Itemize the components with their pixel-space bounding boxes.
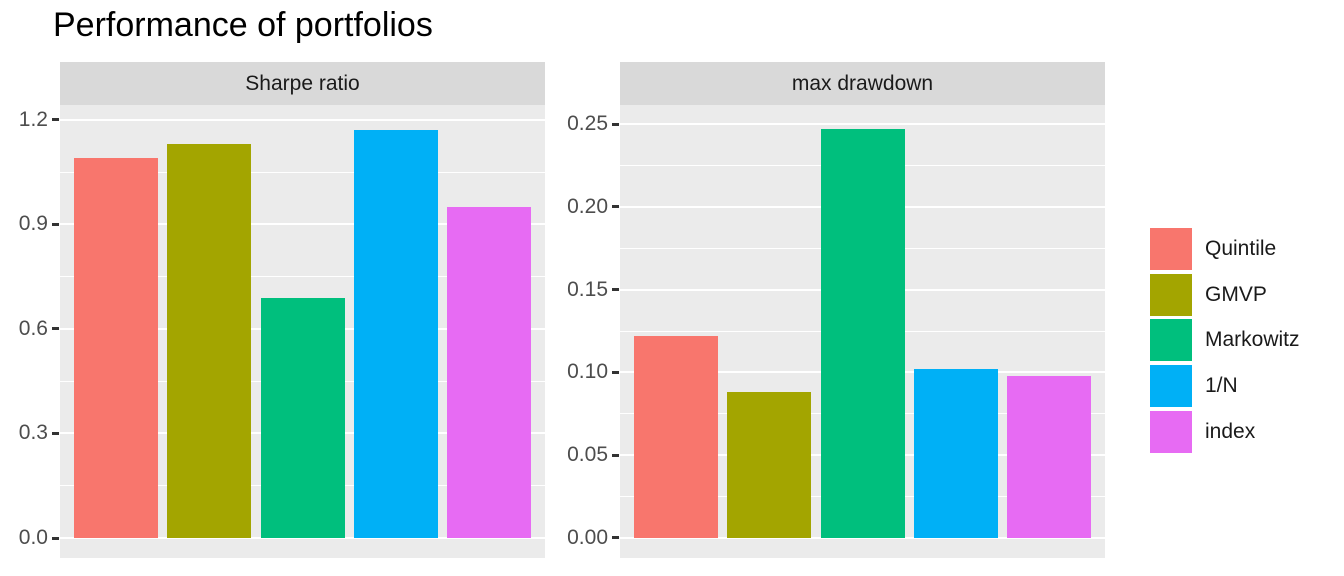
legend-item-markowitz: Markowitz <box>1150 319 1300 362</box>
y-axis-tick <box>612 205 619 209</box>
facet-strip-sharpe-ratio: Sharpe ratio <box>60 62 545 105</box>
gridline-major <box>60 118 545 121</box>
y-tick-label: 0.15 <box>567 277 608 301</box>
bar-markowitz-sharpe-ratio <box>260 297 345 538</box>
y-axis-tick <box>612 453 619 457</box>
y-axis-tick <box>612 122 619 126</box>
legend-key-swatch <box>1150 319 1192 362</box>
facet-label: max drawdown <box>791 71 934 95</box>
bar-markowitz-max-drawdown <box>820 129 905 538</box>
legend-item-quintile: Quintile <box>1150 228 1276 270</box>
bar-quintile-sharpe-ratio <box>73 158 158 538</box>
plot-panel-max-drawdown <box>620 105 1105 558</box>
y-tick-label: 0.6 <box>18 316 48 340</box>
legend-key-swatch <box>1150 228 1192 270</box>
y-tick-label: 0.9 <box>18 212 48 236</box>
facet-strip-max-drawdown: max drawdown <box>620 62 1105 105</box>
legend-item-gmvp: GMVP <box>1150 273 1267 316</box>
legend-item-1-n: 1/N <box>1150 365 1238 408</box>
y-axis-tick <box>52 536 59 540</box>
y-axis-tick <box>612 536 619 540</box>
gridline-major <box>620 123 1105 126</box>
y-axis-tick <box>52 431 59 435</box>
facet-label: Sharpe ratio <box>245 71 360 95</box>
gridline-major <box>60 223 545 226</box>
legend-label: Markowitz <box>1205 328 1300 352</box>
y-tick-label: 0.10 <box>567 360 608 384</box>
y-axis-tick <box>52 327 59 331</box>
bar-gmvp-sharpe-ratio <box>167 144 252 538</box>
y-tick-label: 0.00 <box>567 525 608 549</box>
bar-1-n-sharpe-ratio <box>353 130 438 538</box>
plot-panel-sharpe-ratio <box>60 105 545 558</box>
y-axis-tick <box>612 370 619 374</box>
bar-1-n-max-drawdown <box>913 369 998 538</box>
y-axis-tick <box>612 288 619 292</box>
legend-key-swatch <box>1150 410 1192 453</box>
legend-label: Quintile <box>1205 237 1277 260</box>
chart-title: Performance of portfolios <box>53 6 433 44</box>
legend-key-swatch <box>1150 365 1192 408</box>
y-tick-label: 0.20 <box>567 194 608 218</box>
bar-quintile-max-drawdown <box>633 335 718 538</box>
legend-label: index <box>1205 419 1256 443</box>
gridline-minor <box>60 171 545 173</box>
gridline-minor <box>60 276 545 278</box>
legend-label: GMVP <box>1205 282 1267 306</box>
bar-index-max-drawdown <box>1007 375 1092 538</box>
gridline-major <box>60 537 545 539</box>
y-tick-label: 0.3 <box>18 421 48 445</box>
y-tick-label: 0.05 <box>567 443 608 467</box>
y-tick-label: 1.2 <box>18 107 48 131</box>
y-axis-tick <box>52 118 59 122</box>
y-tick-label: 0.0 <box>18 526 48 549</box>
legend-key-swatch <box>1150 273 1192 316</box>
y-axis-tick <box>52 222 59 226</box>
y-tick-label: 0.25 <box>567 112 608 136</box>
bar-gmvp-max-drawdown <box>727 392 812 538</box>
legend-item-index: index <box>1150 410 1256 453</box>
gridline-major <box>620 536 1105 539</box>
legend-label: 1/N <box>1205 374 1238 398</box>
bar-index-sharpe-ratio <box>447 207 532 538</box>
